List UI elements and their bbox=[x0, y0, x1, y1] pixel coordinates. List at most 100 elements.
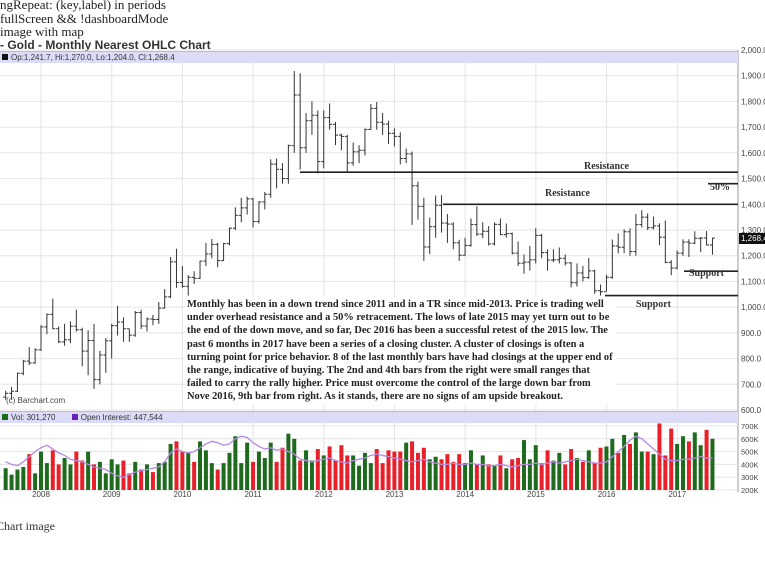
volume-bar bbox=[486, 464, 491, 490]
volume-bar bbox=[415, 452, 420, 490]
volume-bar bbox=[327, 446, 332, 490]
volume-bar bbox=[586, 450, 591, 490]
volume-bar bbox=[56, 464, 61, 490]
debug-line-2: fullScreen && !dashboardMode bbox=[0, 11, 169, 26]
volume-bar bbox=[539, 463, 544, 490]
volume-bar bbox=[663, 455, 668, 490]
volume-bar bbox=[504, 468, 509, 490]
volume-bar bbox=[639, 451, 644, 490]
volume-bar bbox=[557, 452, 562, 490]
volume-bar bbox=[150, 472, 155, 490]
volume-bar bbox=[62, 458, 67, 490]
volume-bar bbox=[616, 452, 621, 490]
volume-bar bbox=[256, 451, 261, 490]
volume-bar bbox=[86, 451, 91, 490]
volume-bar bbox=[404, 442, 409, 490]
fifty-pct-label: 50% bbox=[710, 182, 730, 193]
volume-bar bbox=[109, 459, 114, 490]
volume-bar bbox=[192, 461, 197, 490]
year-tick-label: 2016 bbox=[598, 490, 616, 499]
price-tick-label: 1,700.0 bbox=[741, 123, 765, 132]
volume-tick-label: 600K bbox=[741, 435, 759, 444]
volume-bar bbox=[180, 451, 185, 490]
volume-bar bbox=[321, 455, 326, 490]
year-tick-label: 2015 bbox=[527, 490, 545, 499]
volume-bar bbox=[168, 443, 173, 490]
price-tick-label: 1,900.0 bbox=[741, 72, 765, 81]
volume-bar bbox=[510, 459, 515, 490]
volume-bar bbox=[203, 450, 208, 490]
volume-bar bbox=[622, 434, 627, 490]
volume-bar bbox=[74, 451, 79, 490]
footer-caption: Chart image bbox=[0, 519, 55, 533]
price-marker-icon bbox=[2, 54, 8, 60]
volume-bar bbox=[686, 441, 691, 490]
volume-bar bbox=[233, 436, 238, 490]
open-interest-line bbox=[5, 435, 713, 478]
volume-bar bbox=[92, 464, 97, 490]
volume-bar bbox=[675, 443, 680, 490]
volume-bar bbox=[698, 445, 703, 490]
volume-tick-label: 500K bbox=[741, 448, 759, 457]
volume-bar bbox=[162, 461, 167, 490]
price-tick-label: 2,000.0 bbox=[741, 46, 765, 55]
price-tick-label: 1,800.0 bbox=[741, 97, 765, 106]
volume-bar bbox=[33, 473, 38, 490]
volume-bar bbox=[3, 468, 8, 490]
volume-bar bbox=[27, 454, 32, 490]
year-tick-label: 2013 bbox=[386, 490, 404, 499]
volume-bar bbox=[710, 438, 715, 490]
volume-bar bbox=[492, 465, 497, 490]
volume-bar bbox=[209, 463, 214, 490]
volume-bar bbox=[227, 452, 232, 490]
volume-bar bbox=[569, 449, 574, 490]
volume-bar bbox=[309, 460, 314, 490]
volume-bar bbox=[692, 432, 697, 490]
volume-bar bbox=[628, 443, 632, 490]
price-tick-label: 600.0 bbox=[741, 406, 762, 415]
volume-bar bbox=[551, 460, 556, 490]
volume-bar bbox=[563, 464, 568, 490]
volume-bar bbox=[457, 454, 462, 490]
volume-bar bbox=[398, 451, 403, 490]
oi-marker-icon bbox=[71, 414, 78, 420]
volume-bar bbox=[133, 461, 138, 490]
year-tick-label: 2009 bbox=[103, 490, 121, 499]
oi-readout: Open Interest: 447,544 bbox=[80, 413, 163, 422]
volume-bar bbox=[262, 458, 267, 490]
debug-line-3: image with map bbox=[0, 24, 84, 39]
support-upper-label: Support bbox=[689, 268, 725, 279]
price-tick-label: 1,100.0 bbox=[741, 277, 765, 286]
resistance-lower-label: Resistance bbox=[545, 188, 590, 199]
volume-bar bbox=[545, 450, 550, 490]
volume-bar bbox=[251, 461, 256, 490]
volume-bar bbox=[156, 463, 161, 490]
year-tick-label: 2011 bbox=[244, 490, 262, 499]
volume-bar bbox=[468, 450, 473, 490]
price-tick-label: 1,400.0 bbox=[741, 200, 765, 209]
volume-bar bbox=[333, 460, 338, 490]
volume-bar bbox=[127, 473, 132, 490]
volume-bar bbox=[368, 463, 373, 490]
volume-bar bbox=[433, 456, 438, 490]
volume-bar bbox=[80, 460, 85, 490]
volume-bar bbox=[174, 441, 179, 490]
volume-bar bbox=[221, 463, 226, 490]
volume-readout: Vol: 301,270 bbox=[11, 413, 56, 422]
volume-bar bbox=[533, 445, 538, 490]
volume-bar bbox=[121, 460, 126, 490]
volume-bar bbox=[445, 454, 450, 490]
volume-bar bbox=[351, 455, 356, 490]
volume-bar bbox=[145, 464, 150, 490]
volume-bar bbox=[357, 465, 362, 490]
chart-title: - Gold - Monthly Nearest OHLC Chart bbox=[0, 38, 211, 52]
volume-legend: Vol: 301,270 Open Interest: 447,544 bbox=[0, 411, 738, 423]
volume-bar bbox=[574, 458, 579, 490]
volume-bar bbox=[304, 450, 309, 490]
volume-tick-label: 400K bbox=[741, 460, 759, 469]
volume-bar bbox=[604, 446, 609, 490]
volume-bar bbox=[651, 454, 656, 490]
volume-bar bbox=[392, 451, 397, 490]
volume-bar bbox=[9, 474, 14, 490]
volume-bar bbox=[516, 458, 521, 490]
